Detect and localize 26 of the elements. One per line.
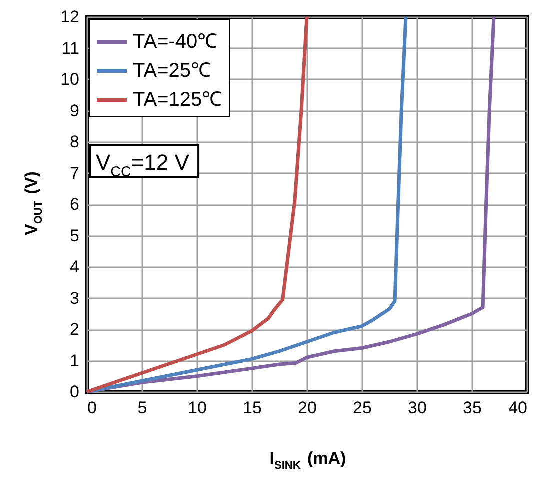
y-tick-label: 9 [70,101,80,120]
y-tick-label: 6 [70,195,80,214]
legend-label: TA=25℃ [133,60,211,82]
y-tick-label: 3 [70,288,80,308]
y-tick-label: 11 [62,38,80,58]
y-tick-label: 0 [70,382,80,402]
x-tick-label: 15 [243,398,262,418]
y-tick-label: 10 [60,70,80,89]
y-axis-title: VOUT (V) [22,172,46,236]
x-tick-label: 10 [188,398,207,418]
x-tick-label: 25 [353,398,372,418]
legend-label: TA=125℃ [133,89,222,111]
y-tick-label: 1 [70,351,80,370]
x-tick-label: 35 [463,398,482,418]
y-tick-label: 5 [70,226,80,246]
x-tick-label: 20 [298,398,317,418]
y-tick-label: 8 [70,132,80,152]
y-tick-label: 12 [60,8,80,26]
legend-label: TA=-40℃ [133,31,218,53]
x-tick-label: 30 [408,398,427,418]
x-tick-label: 5 [138,398,148,418]
x-tick-label: 0 [88,398,97,418]
y-tick-label: 2 [70,320,80,339]
x-tick-label: 40 [508,398,528,418]
y-tick-label: 4 [70,258,80,276]
y-tick-label: 7 [70,164,80,183]
